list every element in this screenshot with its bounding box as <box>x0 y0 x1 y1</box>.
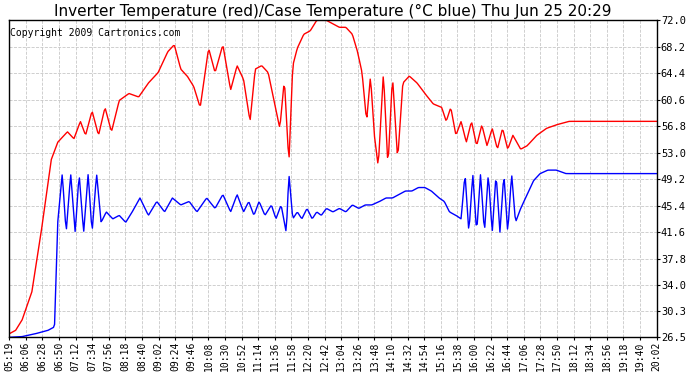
Title: Inverter Temperature (red)/Case Temperature (°C blue) Thu Jun 25 20:29: Inverter Temperature (red)/Case Temperat… <box>55 4 611 19</box>
Text: Copyright 2009 Cartronics.com: Copyright 2009 Cartronics.com <box>10 28 181 38</box>
